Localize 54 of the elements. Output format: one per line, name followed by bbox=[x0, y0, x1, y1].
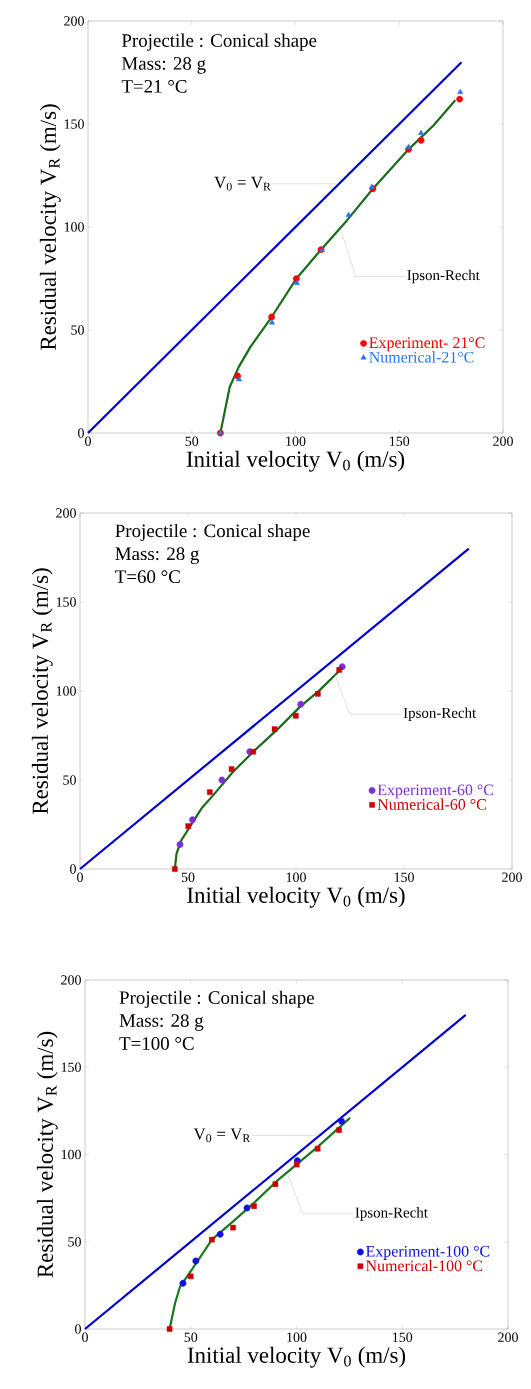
legend-label: Numerical-60 °C bbox=[377, 798, 486, 810]
annotation: Ipson-Recht bbox=[407, 269, 480, 284]
x-axis-title: Initial velocity V$_{0}$ (m/s) bbox=[186, 450, 405, 472]
legend-label: Numerical-100 °C bbox=[366, 1259, 483, 1272]
y-tick-label: 100 bbox=[64, 222, 84, 232]
legend-label: Experiment-100 °C bbox=[366, 1245, 490, 1260]
annotation: Mass: 28 g bbox=[121, 57, 206, 74]
annotation: Mass: 28 g bbox=[115, 547, 200, 565]
x-tick-label: 50 bbox=[185, 436, 199, 446]
y-tick-label: 0 bbox=[70, 864, 76, 874]
y-axis-title: Residual velocity V$_{R}$ (m/s) bbox=[36, 1031, 58, 1278]
annotation: Projectile : Conical shape bbox=[115, 523, 310, 542]
annotation: T=100 °C bbox=[119, 1037, 194, 1050]
x-tick-label: 200 bbox=[493, 436, 513, 446]
x-tick-label: 50 bbox=[184, 1332, 198, 1342]
y-tick-label: 150 bbox=[64, 119, 84, 129]
annotation: V$_{0}$ = V$_{R}$ bbox=[193, 1128, 251, 1143]
legend-label: Numerical-21°C bbox=[369, 351, 474, 363]
annotation: Ipson-Recht bbox=[403, 707, 477, 721]
x-axis-title: Initial velocity V$_{0}$ (m/s) bbox=[187, 886, 405, 908]
x-tick-label: 100 bbox=[286, 436, 306, 446]
y-tick-label: 50 bbox=[63, 775, 76, 785]
y-tick-label: 0 bbox=[78, 428, 84, 438]
annotation: Projectile : Conical shape bbox=[121, 33, 317, 51]
annotation: Mass: 28 g bbox=[119, 1014, 204, 1031]
x-axis-title: Initial velocity V$_{0}$ (m/s) bbox=[187, 1346, 406, 1368]
x-tick-label: 100 bbox=[286, 872, 306, 882]
x-tick-label: 150 bbox=[394, 872, 414, 882]
x-tick-label: 0 bbox=[85, 436, 91, 446]
y-axis-title: Residual velocity V$_{R}$ (m/s) bbox=[39, 104, 61, 350]
x-tick-label: 50 bbox=[181, 872, 195, 882]
y-tick-label: 200 bbox=[64, 16, 84, 26]
x-tick-label: 200 bbox=[498, 1332, 518, 1342]
annotation: Ipson-Recht bbox=[355, 1207, 428, 1221]
annotation: Projectile : Conical shape bbox=[119, 990, 314, 1008]
x-tick-label: 100 bbox=[287, 1332, 307, 1342]
legend-label: Experiment-60 °C bbox=[377, 784, 493, 799]
y-tick-label: 100 bbox=[61, 1149, 81, 1160]
annotation: T=21 °C bbox=[121, 79, 187, 93]
y-tick-label: 150 bbox=[61, 1062, 81, 1072]
x-tick-label: 200 bbox=[502, 872, 522, 882]
y-tick-label: 0 bbox=[75, 1324, 81, 1334]
annotation: V$_{0}$ = V$_{R}$ bbox=[214, 176, 271, 191]
y-tick-label: 50 bbox=[71, 325, 84, 335]
y-axis-title: Residual velocity V$_{R}$ (m/s) bbox=[31, 568, 53, 814]
y-tick-label: 200 bbox=[56, 508, 76, 518]
annotation: T=60 °C bbox=[115, 570, 180, 584]
y-tick-label: 150 bbox=[56, 597, 76, 607]
legend-label: Experiment- 21°C bbox=[369, 337, 485, 352]
x-tick-label: 150 bbox=[390, 436, 410, 446]
y-tick-label: 200 bbox=[61, 975, 81, 985]
y-tick-label: 50 bbox=[68, 1237, 81, 1247]
y-tick-label: 100 bbox=[56, 686, 76, 696]
x-tick-label: 150 bbox=[393, 1332, 413, 1342]
